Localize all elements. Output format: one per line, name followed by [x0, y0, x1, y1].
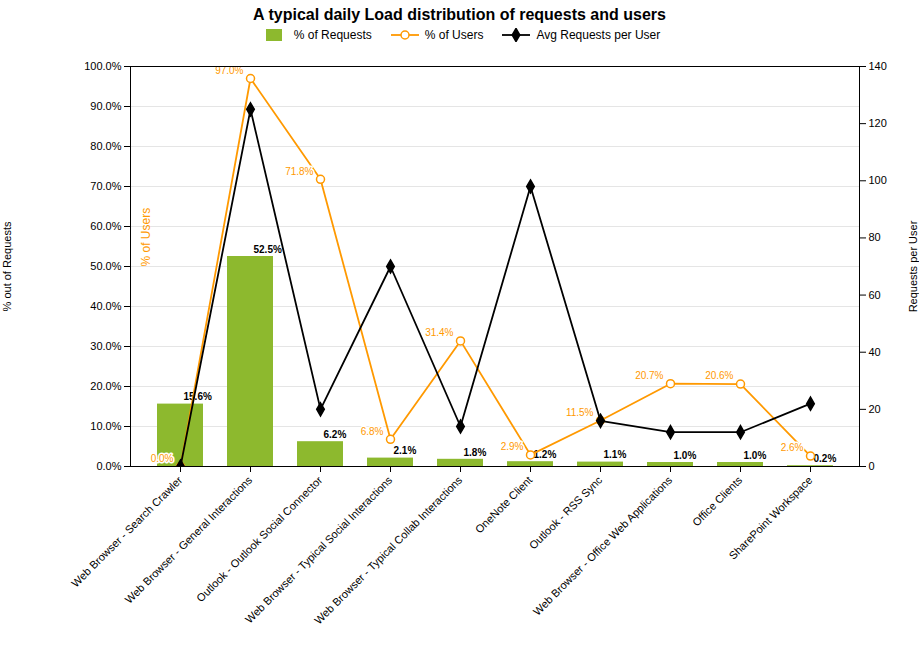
svg-text:0.2%: 0.2%	[814, 453, 837, 464]
svg-text:70.0%: 70.0%	[90, 180, 121, 192]
svg-text:140: 140	[869, 60, 887, 72]
html-text:% of Requests: % of Requests	[293, 28, 372, 42]
svg-text:SharePoint Workspace: SharePoint Workspace	[727, 474, 815, 562]
svg-text:100.0%: 100.0%	[84, 60, 122, 72]
svg-text:1.1%: 1.1%	[604, 449, 627, 460]
svg-text:0: 0	[869, 460, 875, 472]
svg-text:Web Browser - Typical Social I: Web Browser - Typical Social Interaction…	[243, 473, 395, 625]
svg-text:6.8%: 6.8%	[361, 426, 384, 437]
svg-text:20.0%: 20.0%	[90, 380, 121, 392]
svg-text:Web Browser - Office Web Appli: Web Browser - Office Web Applications	[531, 473, 675, 617]
svg-text:71.8%: 71.8%	[285, 166, 313, 177]
svg-text:Office Clients: Office Clients	[690, 473, 745, 528]
svg-text:Outlook - RSS Sync: Outlook - RSS Sync	[527, 473, 605, 551]
svg-text:Outlook - Outlook Social Conne: Outlook - Outlook Social Connector	[194, 474, 325, 605]
svg-text:Requests per User: Requests per User	[907, 220, 919, 312]
svg-text:2.9%: 2.9%	[501, 441, 524, 452]
svg-text:40.0%: 40.0%	[90, 300, 121, 312]
svg-text:1.0%: 1.0%	[674, 450, 697, 461]
svg-text:1.8%: 1.8%	[464, 447, 487, 458]
svg-text:50.0%: 50.0%	[90, 260, 121, 272]
svg-text:0.0%: 0.0%	[151, 453, 174, 464]
svg-text:11.5%: 11.5%	[566, 407, 594, 418]
html-text:A typical daily Load distribut: A typical daily Load distribution of req…	[253, 6, 666, 23]
svg-text:Web Browser - General Interact: Web Browser - General Interactions	[122, 473, 254, 605]
svg-text:90.0%: 90.0%	[90, 100, 121, 112]
svg-text:6.2%: 6.2%	[324, 429, 347, 440]
svg-text:60: 60	[869, 289, 881, 301]
svg-text:Web Browser - Typical Collab I: Web Browser - Typical Collab Interaction…	[312, 473, 465, 626]
svg-text:20.6%: 20.6%	[705, 370, 733, 381]
svg-text:20: 20	[869, 403, 881, 415]
svg-text:20.7%: 20.7%	[635, 370, 663, 381]
svg-text:30.0%: 30.0%	[90, 340, 121, 352]
svg-text:1.0%: 1.0%	[744, 450, 767, 461]
svg-text:Web Browser - Search Crawler: Web Browser - Search Crawler	[69, 474, 185, 590]
svg-text:2.1%: 2.1%	[394, 445, 417, 456]
svg-text:% of Users: % of Users	[139, 208, 153, 267]
svg-text:10.0%: 10.0%	[90, 420, 121, 432]
svg-text:OneNote Client: OneNote Client	[473, 474, 535, 536]
svg-text:31.4%: 31.4%	[425, 327, 453, 338]
svg-text:40: 40	[869, 346, 881, 358]
svg-text:15.6%: 15.6%	[184, 391, 212, 402]
svg-text:80.0%: 80.0%	[90, 140, 121, 152]
svg-text:% out of Requests: % out of Requests	[1, 221, 13, 311]
svg-text:80: 80	[869, 231, 881, 243]
html-text:% of Users: % of Users	[424, 28, 484, 42]
html-text:Avg Requests per User: Avg Requests per User	[536, 28, 661, 42]
svg-text:2.6%: 2.6%	[781, 442, 804, 453]
svg-text:120: 120	[869, 117, 887, 129]
svg-text:100: 100	[869, 174, 887, 186]
svg-text:0.0%: 0.0%	[96, 460, 121, 472]
svg-text:52.5%: 52.5%	[254, 244, 282, 255]
svg-text:97.0%: 97.0%	[215, 64, 244, 76]
svg-text:1.2%: 1.2%	[534, 449, 557, 460]
svg-text:60.0%: 60.0%	[90, 220, 121, 232]
